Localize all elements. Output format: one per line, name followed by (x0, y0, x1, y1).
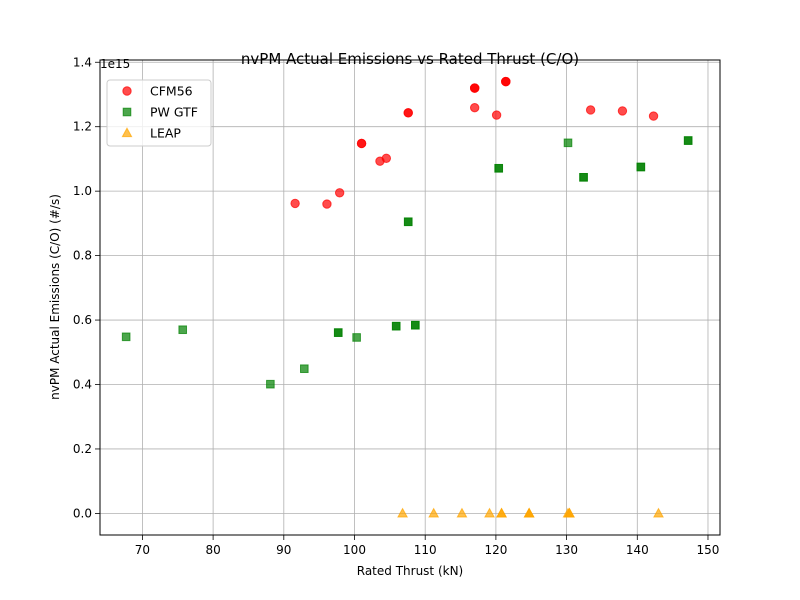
data-point (266, 379, 275, 389)
data-point (397, 507, 409, 518)
x-tick-label: 110 (414, 543, 437, 557)
data-point (496, 507, 507, 518)
data-point (322, 199, 332, 209)
series-pw-gtf (121, 136, 693, 389)
x-tick-label: 80 (205, 543, 220, 557)
axis-ticks: 70 80 90 100 110 120 130 140 150 0.0 0.2 0.4 0.6 0.8 1… (73, 55, 720, 557)
data-point (523, 507, 535, 518)
data-point (636, 162, 646, 172)
data-point (648, 111, 659, 121)
data-point (653, 507, 664, 518)
series-cfm56 (290, 76, 659, 209)
x-tick-label: 70 (135, 543, 150, 557)
chart-title: nvPM Actual Emissions vs Rated Thrust (C… (241, 50, 579, 68)
legend-label: CFM56 (150, 84, 193, 99)
data-point (391, 321, 401, 331)
data-point (563, 507, 575, 518)
data-point (178, 325, 188, 335)
plot-frame (99, 59, 721, 536)
data-point (411, 320, 420, 330)
legend-label: LEAP (150, 126, 181, 141)
y-offset-label: 1e15 (100, 57, 130, 71)
data-point (484, 507, 495, 518)
data-point (683, 136, 693, 145)
data-point (403, 108, 413, 118)
grid (100, 60, 720, 535)
y-tick-label: 0.4 (73, 378, 92, 392)
y-tick-label: 1.0 (73, 184, 92, 198)
x-tick-label: 100 (343, 543, 366, 557)
x-tick-label: 90 (276, 543, 291, 557)
data-point (381, 153, 392, 163)
series-leap (397, 507, 664, 518)
data-points (121, 76, 693, 518)
y-tick-label: 1.2 (73, 120, 92, 134)
data-point (617, 106, 628, 116)
data-point (501, 76, 511, 87)
data-point (563, 138, 573, 148)
legend-marker (121, 127, 133, 138)
legend-marker (122, 86, 132, 96)
x-tick-label: 150 (697, 543, 720, 557)
y-axis-label: nvPM Actual Emissions (C/O) (#/s) (48, 194, 62, 400)
y-tick-label: 1.4 (73, 55, 92, 69)
data-point (491, 110, 502, 120)
legend-marker (122, 107, 132, 117)
y-tick-label: 0.6 (73, 313, 92, 327)
data-point (356, 138, 367, 149)
legend-label: PW GTF (150, 105, 198, 120)
data-point (494, 163, 504, 173)
x-axis-label: Rated Thrust (kN) (357, 564, 463, 578)
data-point (333, 328, 343, 337)
data-point (585, 105, 596, 115)
data-point (300, 364, 309, 374)
data-point (121, 332, 131, 342)
y-tick-label: 0.0 (73, 506, 92, 520)
x-tick-label: 140 (626, 543, 649, 557)
data-point (334, 188, 345, 198)
data-point (403, 217, 413, 227)
data-point (579, 172, 588, 182)
legend: CFM56 PW GTF LEAP (106, 79, 212, 147)
data-point (469, 83, 480, 93)
data-point (290, 198, 300, 209)
data-point (428, 507, 440, 518)
y-tick-label: 0.8 (73, 249, 92, 263)
data-point (352, 333, 361, 342)
x-tick-label: 120 (484, 543, 507, 557)
y-tick-label: 0.2 (73, 442, 92, 456)
legend-box (106, 79, 212, 147)
data-point (469, 102, 480, 113)
x-tick-label: 130 (555, 543, 578, 557)
data-point (456, 507, 468, 518)
